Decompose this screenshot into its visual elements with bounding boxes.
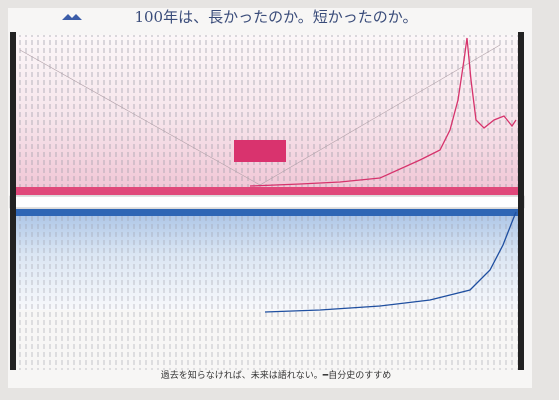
text-columns <box>16 210 518 370</box>
blue-curve <box>264 211 517 313</box>
blue-band <box>10 209 524 216</box>
guide-lines <box>19 44 501 186</box>
tagline: 過去を知らなければ、未来は語れない。━自分史のすすめ <box>161 369 391 381</box>
callout-box <box>234 140 286 162</box>
logo <box>62 14 82 20</box>
title: 100年は、長かったのか。短かったのか。 <box>134 8 417 26</box>
text-columns <box>16 35 518 195</box>
pink-curve <box>249 37 517 187</box>
left-bar <box>10 32 16 370</box>
year-band <box>9 195 525 209</box>
right-bar <box>518 32 524 370</box>
pink-band <box>10 187 524 195</box>
